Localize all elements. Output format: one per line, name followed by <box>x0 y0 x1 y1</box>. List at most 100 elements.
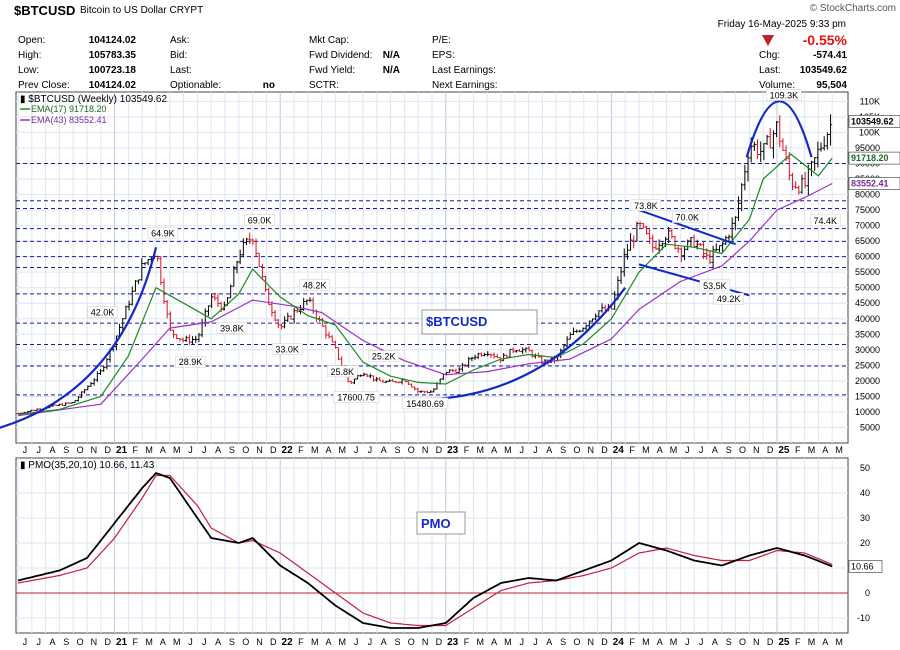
pmo-x-tick-label: 24 <box>613 637 625 648</box>
x-tick-label: J <box>202 445 207 455</box>
y-tick-label: 75000 <box>855 205 880 215</box>
ema17-tag-box <box>848 151 900 165</box>
price-label-box <box>713 292 744 305</box>
price-label-box <box>299 279 330 291</box>
x-tick-label: S <box>560 445 566 455</box>
price-label-box <box>244 214 275 226</box>
col2-value-3: no <box>262 80 275 91</box>
flag-lower-line <box>638 263 750 297</box>
pmo-x-tick-label: O <box>77 637 84 647</box>
ema43-legend-label: EMA(43) 83552.41 <box>31 115 107 125</box>
symbol-name: Bitcoin to US Dollar CRYPT <box>80 5 203 16</box>
pmo-x-tick-label: N <box>587 637 594 647</box>
pmo-x-tick-label: D <box>270 637 277 647</box>
y-tick-label: 25000 <box>855 360 880 370</box>
y-tick-label: 55000 <box>855 267 880 277</box>
pmo-y-tick-label: 0 <box>865 588 870 598</box>
y-tick-label: 15000 <box>855 391 880 401</box>
pmo-x-tick-label: S <box>560 637 566 647</box>
x-tick-label: S <box>726 445 732 455</box>
y-tick-label: 70000 <box>855 221 880 231</box>
pmo-x-tick-label: A <box>215 637 221 647</box>
pmo-x-tick-label: S <box>726 637 732 647</box>
pmo-box <box>416 511 466 535</box>
x-tick-label: N <box>256 445 263 455</box>
x-tick-label: J <box>36 445 41 455</box>
pmo-x-tick-label: J <box>202 637 207 647</box>
pmo-x-tick-label: J <box>23 637 28 647</box>
pmo-x-tick-label: 22 <box>282 637 294 648</box>
pmo-x-tick-label: J <box>533 637 538 647</box>
col3-label-1: Fwd Dividend: <box>309 50 373 61</box>
candles <box>16 114 833 415</box>
y-tick-label: 80000 <box>855 190 880 200</box>
y-tick-label: 65000 <box>855 236 880 246</box>
pmo-x-tick-label: N <box>753 637 760 647</box>
pmo-x-tick-label: J <box>188 637 193 647</box>
last-label: Last: <box>759 65 781 76</box>
change-value: -574.41 <box>813 50 847 61</box>
pmo-x-tick-label: M <box>339 637 347 647</box>
pmo-x-tick-label: D <box>601 637 608 647</box>
price-label: 17600.75 <box>337 392 375 402</box>
pmo-x-tick-label: J <box>685 637 690 647</box>
ema43-tag-box <box>848 177 900 190</box>
pmo-x-tick-label: M <box>808 637 816 647</box>
x-tick-label: A <box>822 445 828 455</box>
quote-date: Friday 16-May-2025 9:33 pm <box>717 19 846 30</box>
symbol-exchange: CRYPT <box>169 5 204 16</box>
price-label-box <box>672 211 703 223</box>
pmo-x-tick-label: F <box>795 637 801 647</box>
pmo-x-tick-label: S <box>394 637 400 647</box>
pmo-x-tick-label: N <box>91 637 98 647</box>
y-tick-label: 100K <box>859 127 880 137</box>
pmo-x-tick-label: F <box>298 637 304 647</box>
pmo-x-tick-label: A <box>381 637 387 647</box>
pmo-y-tick-label: 40 <box>860 488 870 498</box>
pmo-box-label: PMO <box>421 516 451 531</box>
price-label: 25.2K <box>372 352 396 362</box>
last-price-tag-box <box>848 115 900 128</box>
y-tick-label: 35000 <box>855 329 880 339</box>
price-label-box <box>766 89 802 101</box>
pmo-x-tick-label: A <box>491 637 497 647</box>
ema17-line <box>17 153 833 415</box>
x-tick-label: D <box>436 445 443 455</box>
pmo-y-tick-label: 30 <box>860 513 870 523</box>
x-tick-label: F <box>629 445 635 455</box>
x-tick-label: N <box>753 445 760 455</box>
x-tick-label: 23 <box>447 445 459 456</box>
pmo-x-tick-label: 23 <box>447 637 459 648</box>
pmo-legend-title: ▮ PMO(35,20,10) 10.66, 11.43 <box>20 460 155 471</box>
price-label-box <box>630 199 662 212</box>
x-tick-label: J <box>533 445 538 455</box>
x-tick-label: F <box>795 445 801 455</box>
change-label: Chg: <box>759 50 781 61</box>
down-arrow-icon <box>762 35 774 46</box>
price-label: 53.5K <box>703 281 727 291</box>
pmo-x-tick-label: F <box>133 637 139 647</box>
price-label-box <box>147 227 179 239</box>
price-label-box <box>216 322 248 334</box>
x-tick-label: A <box>491 445 497 455</box>
col3-value-2: N/A <box>382 65 400 76</box>
y-tick-label: 5000 <box>860 422 880 432</box>
col3-label-3: SCTR: <box>309 80 339 91</box>
x-tick-label: 21 <box>116 445 128 456</box>
x-tick-label: J <box>354 445 359 455</box>
volume-label: Volume: <box>759 80 796 91</box>
stockcharts-logo[interactable]: © StockCharts.com <box>809 3 896 14</box>
price-label: 70.0K <box>676 213 700 223</box>
x-tick-label: A <box>49 445 55 455</box>
col3-label-0: Mkt Cap: <box>309 35 350 46</box>
price-label: 48.2K <box>303 280 327 290</box>
y-tick-label: 40000 <box>855 314 880 324</box>
x-tick-label: D <box>601 445 608 455</box>
col1-label-2: Low: <box>18 65 40 76</box>
x-tick-label: A <box>325 445 331 455</box>
x-tick-label: O <box>242 445 249 455</box>
col3-value-1: N/A <box>382 50 400 61</box>
x-tick-label: A <box>215 445 221 455</box>
price-label: 28.9K <box>179 357 203 367</box>
symbol-title: $BTCUSD <box>14 3 76 18</box>
